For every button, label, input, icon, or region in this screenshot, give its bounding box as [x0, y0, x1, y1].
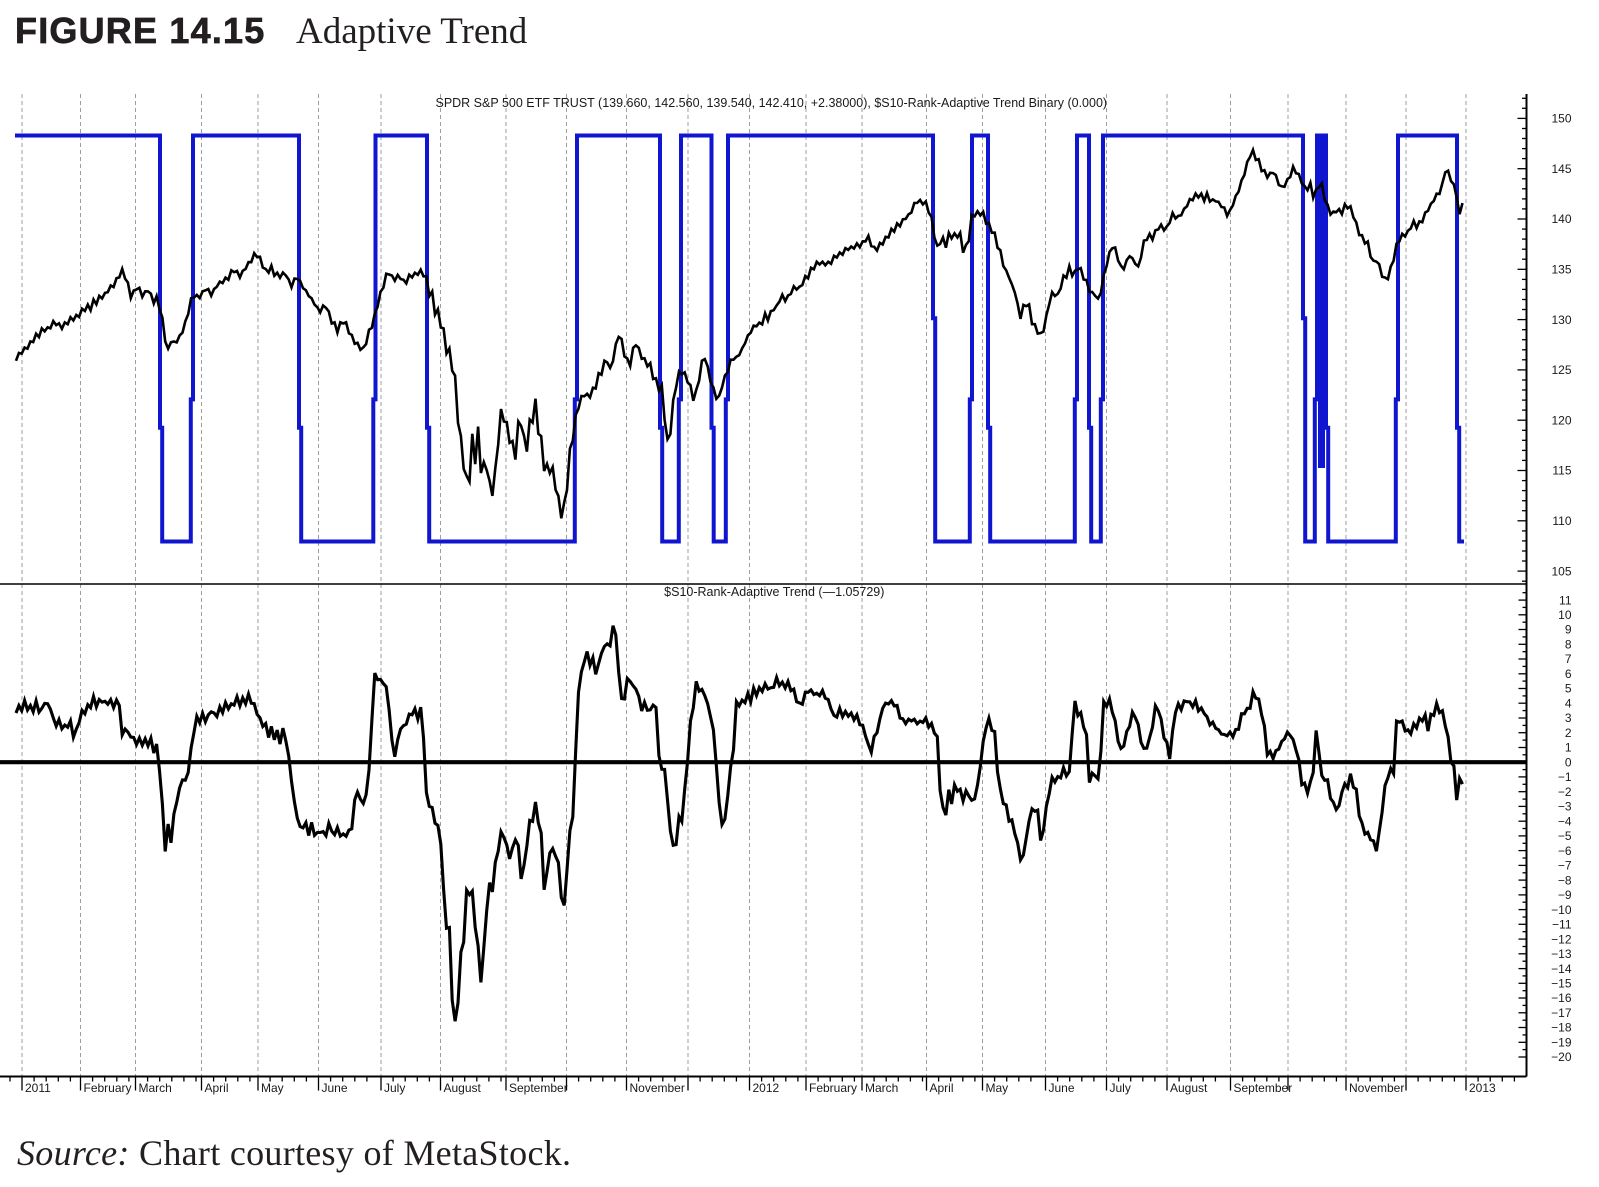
- svg-text:−8: −8: [1558, 873, 1572, 887]
- svg-text:November: November: [1349, 1081, 1404, 1095]
- svg-text:7: 7: [1565, 652, 1572, 666]
- svg-text:2012: 2012: [753, 1081, 780, 1095]
- svg-text:−18: −18: [1551, 1021, 1572, 1035]
- svg-text:−20: −20: [1551, 1050, 1572, 1064]
- svg-text:−15: −15: [1551, 977, 1572, 991]
- svg-text:June: June: [322, 1081, 348, 1095]
- svg-text:March: March: [865, 1081, 898, 1095]
- svg-text:5: 5: [1565, 682, 1572, 696]
- svg-text:125: 125: [1551, 363, 1571, 377]
- svg-text:−19: −19: [1551, 1036, 1572, 1050]
- svg-text:105: 105: [1551, 564, 1571, 578]
- svg-text:−17: −17: [1551, 1006, 1572, 1020]
- svg-text:−1: −1: [1558, 770, 1572, 784]
- svg-text:115: 115: [1552, 464, 1571, 478]
- svg-text:$S10-Rank-Adaptive Trend (—1.0: $S10-Rank-Adaptive Trend (—1.05729): [664, 585, 884, 599]
- svg-text:−16: −16: [1551, 991, 1572, 1005]
- svg-text:FIGURE 14.15: FIGURE 14.15: [15, 10, 266, 51]
- svg-text:November: November: [630, 1081, 685, 1095]
- svg-text:−2: −2: [1558, 785, 1572, 799]
- svg-text:May: May: [261, 1081, 284, 1095]
- svg-text:1: 1: [1565, 741, 1572, 755]
- svg-text:−10: −10: [1551, 903, 1572, 917]
- svg-text:September: September: [509, 1081, 568, 1095]
- svg-text:April: April: [930, 1081, 954, 1095]
- svg-text:February: February: [809, 1081, 857, 1095]
- svg-text:140: 140: [1551, 212, 1571, 226]
- svg-text:−5: −5: [1558, 829, 1572, 843]
- svg-text:−6: −6: [1558, 844, 1572, 858]
- svg-text:2011: 2011: [25, 1081, 51, 1095]
- svg-text:8: 8: [1565, 638, 1572, 652]
- svg-text:August: August: [1170, 1081, 1208, 1095]
- svg-text:135: 135: [1551, 263, 1571, 277]
- svg-text:July: July: [384, 1081, 405, 1095]
- svg-text:−12: −12: [1551, 932, 1572, 946]
- svg-text:−9: −9: [1558, 888, 1572, 902]
- svg-text:April: April: [205, 1081, 229, 1095]
- svg-text:10: 10: [1558, 608, 1572, 622]
- svg-text:145: 145: [1551, 162, 1571, 176]
- svg-text:6: 6: [1565, 667, 1572, 681]
- svg-text:August: August: [444, 1081, 482, 1095]
- svg-text:2: 2: [1565, 726, 1572, 740]
- svg-text:11: 11: [1559, 593, 1572, 607]
- svg-text:February: February: [84, 1081, 132, 1095]
- svg-text:−13: −13: [1551, 947, 1572, 961]
- svg-text:−7: −7: [1558, 859, 1572, 873]
- svg-text:July: July: [1110, 1081, 1131, 1095]
- svg-text:4: 4: [1565, 696, 1572, 710]
- svg-text:−3: −3: [1558, 800, 1572, 814]
- svg-text:0: 0: [1565, 755, 1572, 769]
- svg-text:9: 9: [1565, 623, 1572, 637]
- svg-text:2013: 2013: [1469, 1081, 1496, 1095]
- svg-text:Source: Chart courtesy of Meta: Source: Chart courtesy of MetaStock.: [17, 1133, 571, 1173]
- svg-text:−11: −11: [1552, 918, 1572, 932]
- svg-text:June: June: [1049, 1081, 1075, 1095]
- svg-text:120: 120: [1551, 413, 1571, 427]
- svg-text:130: 130: [1551, 313, 1571, 327]
- svg-text:September: September: [1234, 1081, 1293, 1095]
- svg-text:May: May: [986, 1081, 1009, 1095]
- svg-text:150: 150: [1551, 112, 1571, 126]
- svg-text:−4: −4: [1558, 814, 1572, 828]
- svg-text:3: 3: [1565, 711, 1572, 725]
- svg-text:March: March: [139, 1081, 172, 1095]
- svg-text:110: 110: [1552, 514, 1571, 528]
- svg-text:Adaptive Trend: Adaptive Trend: [296, 11, 528, 52]
- svg-text:−14: −14: [1551, 962, 1572, 976]
- svg-text:SPDR S&P 500 ETF TRUST (139.66: SPDR S&P 500 ETF TRUST (139.660, 142.560…: [435, 96, 1107, 110]
